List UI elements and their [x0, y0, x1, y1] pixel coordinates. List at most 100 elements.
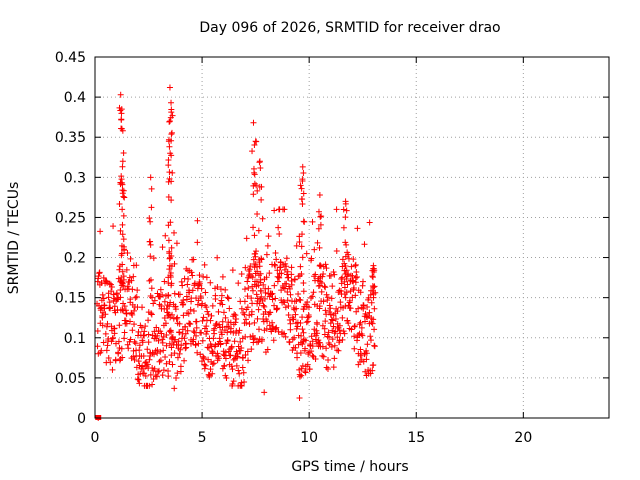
data-point [102, 330, 109, 337]
data-point [246, 320, 253, 327]
data-point [148, 285, 155, 292]
data-point [218, 292, 225, 299]
data-point [315, 208, 322, 215]
data-point [291, 276, 298, 283]
data-point [184, 281, 191, 288]
data-point [301, 218, 308, 225]
data-point [176, 329, 183, 336]
data-point [324, 333, 331, 340]
data-point [336, 337, 343, 344]
data-point [100, 274, 107, 281]
data-point [283, 255, 290, 262]
data-point [263, 274, 270, 281]
data-point [243, 235, 250, 242]
data-point [369, 320, 376, 327]
data-point [212, 341, 219, 348]
data-point [166, 118, 173, 125]
data-point [288, 281, 295, 288]
data-point [360, 302, 367, 309]
data-point [251, 232, 258, 239]
data-point [149, 381, 156, 388]
data-point [177, 368, 184, 375]
data-point [212, 322, 219, 329]
data-point [120, 187, 127, 194]
data-point [269, 290, 276, 297]
data-point [329, 336, 336, 343]
data-point [351, 323, 358, 330]
data-point [238, 345, 245, 352]
data-point [219, 301, 226, 308]
data-point [370, 362, 377, 369]
data-point [190, 256, 197, 263]
data-point [368, 299, 375, 306]
data-point [211, 330, 218, 337]
data-point [238, 270, 245, 277]
data-point [118, 116, 125, 123]
data-point [316, 244, 323, 251]
data-point [319, 352, 326, 359]
data-point [198, 329, 205, 336]
data-point [369, 273, 376, 280]
data-point [342, 214, 349, 221]
data-point [233, 315, 240, 322]
data-point [312, 355, 319, 362]
data-point [255, 227, 262, 234]
data-point [194, 301, 201, 308]
data-point [287, 291, 294, 298]
data-point [103, 347, 110, 354]
data-point [142, 359, 149, 366]
data-point [163, 360, 170, 367]
data-point [297, 297, 304, 304]
data-point [119, 179, 126, 186]
data-point [293, 298, 300, 305]
data-point [298, 243, 305, 250]
data-point [251, 251, 258, 258]
data-point [228, 363, 235, 370]
data-point [113, 290, 120, 297]
x-tick-label: 5 [198, 430, 207, 446]
data-point [300, 218, 307, 225]
data-point [171, 350, 178, 357]
data-point [253, 182, 260, 189]
data-point [370, 284, 377, 291]
data-point [257, 164, 264, 171]
data-point [322, 284, 329, 291]
data-point [345, 320, 352, 327]
data-point [323, 345, 330, 352]
data-point [296, 272, 303, 279]
data-point [187, 320, 194, 327]
data-point [166, 255, 173, 262]
data-point [226, 305, 233, 312]
data-point [101, 302, 108, 309]
data-point [249, 300, 256, 307]
data-point [273, 256, 280, 263]
data-point [249, 274, 256, 281]
data-point [94, 327, 101, 334]
data-point [227, 352, 234, 359]
data-point [219, 318, 226, 325]
data-point [272, 325, 279, 332]
data-point [115, 338, 122, 345]
data-point [219, 273, 226, 280]
data-point [221, 362, 228, 369]
data-point [222, 286, 229, 293]
data-point [166, 143, 173, 150]
data-point [147, 241, 154, 248]
data-point [127, 299, 134, 306]
data-point [297, 350, 304, 357]
data-point [121, 335, 128, 342]
data-point [154, 368, 161, 375]
data-point [147, 218, 154, 225]
data-point [292, 311, 299, 318]
data-point [286, 316, 293, 323]
data-point [261, 295, 268, 302]
data-point [316, 303, 323, 310]
data-point [183, 344, 190, 351]
data-point [357, 319, 364, 326]
data-point [339, 314, 346, 321]
data-point [274, 305, 281, 312]
data-point [168, 244, 175, 251]
data-point [174, 314, 181, 321]
data-point [247, 263, 254, 270]
data-point [195, 340, 202, 347]
